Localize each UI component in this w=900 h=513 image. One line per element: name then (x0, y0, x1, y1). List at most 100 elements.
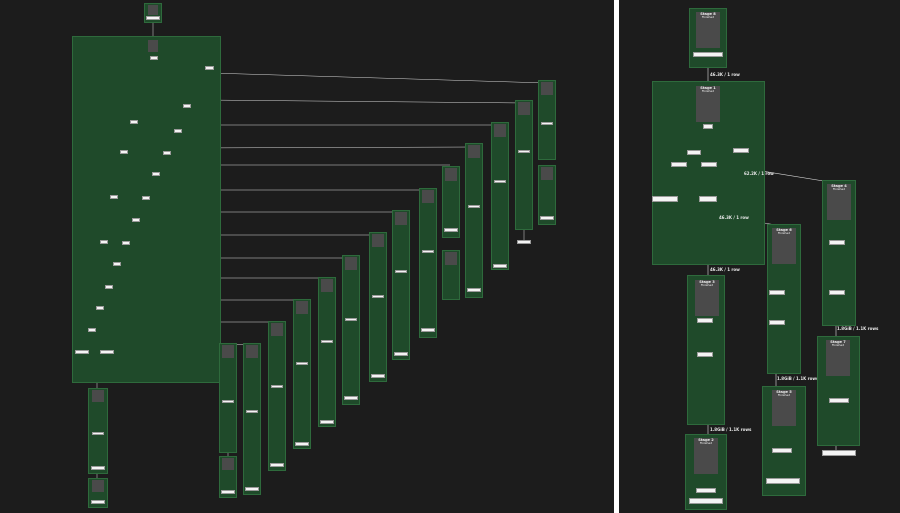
side-stage[interactable] (342, 255, 360, 405)
stage-op[interactable] (270, 463, 284, 467)
side-stage[interactable] (538, 165, 556, 225)
stage-1-header: Stage 1 Finished (696, 86, 720, 122)
tree-op[interactable] (130, 120, 138, 124)
stage-op[interactable] (296, 362, 308, 365)
stage-1-op[interactable] (699, 196, 717, 202)
tree-op[interactable] (88, 328, 96, 332)
right-query-plan-panel[interactable]: Stage 8 Finished 46.3K / 1 row Stage 1 F… (619, 0, 900, 513)
stage-op[interactable] (395, 270, 407, 273)
stage-op[interactable] (271, 385, 283, 388)
tree-op[interactable] (96, 306, 104, 310)
side-stage[interactable] (243, 343, 261, 495)
tree-op[interactable] (75, 350, 89, 354)
stage-op[interactable] (91, 500, 105, 504)
side-stage[interactable] (268, 321, 286, 471)
stage-op[interactable] (422, 250, 434, 253)
stage-3-op[interactable] (697, 352, 713, 357)
side-stage[interactable] (491, 122, 509, 270)
stage-op[interactable] (371, 374, 385, 378)
tree-op[interactable] (174, 129, 182, 133)
tree-op[interactable] (100, 350, 114, 354)
tree-op[interactable] (205, 66, 214, 70)
side-stage[interactable] (419, 188, 437, 338)
stage-1-op[interactable] (652, 196, 678, 202)
tree-op[interactable] (150, 56, 158, 60)
tree-op[interactable] (120, 150, 128, 154)
left-stage-top-header (148, 5, 158, 15)
side-stage[interactable] (392, 210, 410, 360)
tree-op[interactable] (110, 195, 118, 199)
tree-op[interactable] (122, 241, 130, 245)
tree-op[interactable] (152, 172, 160, 176)
stage-op[interactable] (344, 396, 358, 400)
stage-op[interactable] (494, 180, 506, 183)
side-stage[interactable] (318, 277, 336, 427)
stage-op[interactable] (518, 150, 530, 153)
stage-7-op[interactable] (829, 398, 849, 403)
tree-op[interactable] (142, 196, 150, 200)
stage-op[interactable] (92, 432, 104, 435)
side-stage[interactable] (219, 343, 237, 453)
stage-7-op[interactable] (822, 450, 856, 456)
stage-5-op[interactable] (772, 448, 792, 453)
stage-op[interactable] (372, 295, 384, 298)
stage-8-title: Stage 8 (700, 12, 716, 16)
stage-1-op[interactable] (671, 162, 687, 167)
stage-header (468, 145, 480, 158)
stage-header (372, 234, 384, 247)
stage-op[interactable] (421, 328, 435, 332)
stage-op[interactable] (246, 410, 258, 413)
stage-1-op[interactable] (701, 162, 717, 167)
left-query-plan-panel[interactable] (0, 0, 614, 513)
stage-1-op[interactable] (687, 150, 701, 155)
left-stage-top-op[interactable] (146, 16, 160, 20)
stage-2-op[interactable] (696, 488, 716, 493)
side-stage[interactable] (442, 166, 460, 238)
stage-op[interactable] (222, 400, 234, 403)
stage-6-op[interactable] (769, 290, 785, 295)
side-stage[interactable] (465, 143, 483, 298)
tree-op[interactable] (100, 240, 108, 244)
edge-label-6: 1.8GiB / 1.1K rows (777, 376, 819, 381)
stage-op[interactable] (517, 240, 531, 244)
stage-3-status: Finished (700, 283, 714, 288)
side-stage[interactable] (293, 299, 311, 449)
stage-op[interactable] (245, 487, 259, 491)
left-main-stage[interactable] (72, 36, 221, 383)
stage-header (422, 190, 434, 203)
stage-op[interactable] (320, 420, 334, 424)
stage-op[interactable] (345, 318, 357, 321)
tree-op[interactable] (113, 262, 121, 266)
stage-op[interactable] (467, 288, 481, 292)
stage-op[interactable] (468, 205, 480, 208)
stage-7-status: Finished (831, 343, 845, 348)
stage-op[interactable] (540, 216, 554, 220)
tree-op[interactable] (105, 285, 113, 289)
stage-op[interactable] (221, 490, 235, 494)
side-stage[interactable] (369, 232, 387, 382)
stage-op[interactable] (493, 264, 507, 268)
stage-8-op[interactable] (693, 52, 723, 57)
stage-5-op[interactable] (766, 478, 800, 484)
stage-op[interactable] (91, 466, 105, 470)
stage-2-op[interactable] (689, 498, 723, 504)
tree-op[interactable] (163, 151, 171, 155)
side-stage[interactable] (538, 80, 556, 160)
stage-op[interactable] (394, 352, 408, 356)
tree-op[interactable] (132, 218, 140, 222)
side-stage[interactable] (515, 100, 533, 230)
stage-op[interactable] (444, 228, 458, 232)
edge-label-7: 1.8GiB / 1.1K rows (710, 427, 752, 432)
tree-op[interactable] (183, 104, 191, 108)
stage-op[interactable] (321, 340, 333, 343)
stage-header (395, 212, 407, 225)
stage-3-op[interactable] (697, 318, 713, 323)
stage-6-op[interactable] (769, 320, 785, 325)
stage-op[interactable] (295, 442, 309, 446)
stage-4-op[interactable] (829, 290, 845, 295)
stage-op[interactable] (541, 122, 553, 125)
stage-1-op[interactable] (703, 124, 713, 129)
stage-4-op[interactable] (829, 240, 845, 245)
left-stage-bottom-a[interactable] (88, 388, 108, 474)
stage-1-op[interactable] (733, 148, 749, 153)
